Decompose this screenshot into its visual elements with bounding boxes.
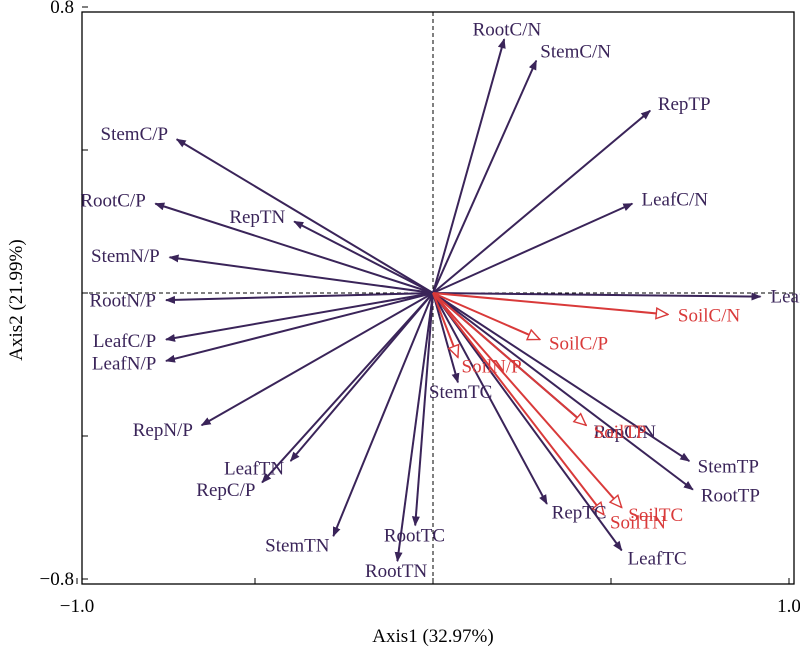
plant-vector-repc-p — [261, 292, 434, 484]
plant-vector-reptp — [432, 109, 651, 294]
plant-vector-leaftc — [432, 292, 623, 552]
plant-label-repc-n: RepC/N — [594, 422, 657, 443]
x-axis-title: Axis1 (32.97%) — [372, 626, 493, 647]
plant-label-stemtp: StemTP — [698, 457, 759, 478]
y-tick-label: 0.8 — [50, 0, 74, 18]
plant-vector-rootc-p — [154, 202, 434, 294]
plant-label-repn-p: RepN/P — [133, 420, 193, 441]
plant-trait-vectors — [154, 38, 762, 563]
plant-label-reptp: RepTP — [658, 94, 711, 115]
soil-vector-soiltn — [432, 292, 604, 515]
plant-label-stemn-p: StemN/P — [91, 246, 160, 267]
soil-vector-soiltc — [432, 292, 622, 508]
plant-vector-roottn — [394, 292, 434, 563]
soil-vector-soilc-n — [432, 292, 668, 314]
plant-vector-leaftn — [289, 292, 434, 462]
plant-vector-rootn-p — [165, 292, 434, 304]
plant-label-stemtc: StemTC — [429, 382, 492, 403]
plant-vector-leafn-p — [165, 292, 434, 363]
plant-vector-stemc-p — [175, 138, 434, 294]
plant-label-leaftp: LeafTP — [771, 287, 800, 308]
x-tick-labels: −1.0 1.0 — [60, 596, 800, 617]
plant-label-rootn-p: RootN/P — [89, 290, 156, 311]
plant-vector-leafc-p — [165, 292, 434, 342]
plant-label-rootc-p: RootC/P — [80, 191, 145, 212]
soil-label-soiltp: SoilTP — [594, 422, 647, 443]
plant-vector-leafc-n — [432, 202, 634, 294]
plot-frame — [81, 11, 795, 585]
soil-label-soiltn: SoilTN — [610, 513, 666, 534]
plant-label-leaftc: LeafTC — [628, 548, 687, 569]
plant-vector-stemc-n — [432, 59, 538, 294]
plant-label-reptn: RepTN — [229, 207, 285, 228]
plant-label-leafc-n: LeafC/N — [641, 190, 708, 211]
plant-label-leafn-p: LeafN/P — [92, 353, 156, 374]
plant-vector-stemn-p — [168, 254, 434, 294]
x-tick-label: −1.0 — [60, 596, 94, 617]
y-tick-label: −0.8 — [40, 569, 74, 590]
plant-vector-reptn — [293, 220, 434, 294]
plant-label-stemc-p: StemC/P — [101, 124, 169, 145]
plant-vector-reptc — [432, 292, 548, 505]
plant-vector-roottp — [432, 292, 694, 491]
soil-label-soilc-p: SoilC/P — [549, 333, 608, 354]
plant-label-roottc: RootTC — [384, 525, 445, 546]
soil-label-soiltc: SoilTC — [628, 505, 683, 526]
soil-label-soiln-p: SoilN/P — [462, 357, 522, 378]
plant-label-leafc-p: LeafC/P — [93, 331, 156, 352]
plant-label-roottn: RootTN — [365, 561, 428, 582]
soil-vector-soilc-p — [432, 292, 540, 341]
soil-vector-soiln-p — [432, 292, 458, 357]
plant-label-stemc-n: StemC/N — [540, 41, 611, 62]
plant-vector-stemtp — [432, 292, 691, 462]
soil-property-vectors — [432, 292, 668, 515]
y-axis-title: Axis2 (21.99%) — [6, 239, 27, 360]
plant-vector-stemtn — [332, 292, 434, 538]
plant-label-reptc: RepTC — [552, 503, 607, 524]
x-tick-label: 1.0 — [777, 596, 800, 617]
plant-vector-roottc — [411, 292, 434, 527]
plant-label-rootc-n: RootC/N — [473, 20, 542, 41]
y-axis-ticks — [82, 6, 88, 580]
plant-vector-stemtc — [432, 292, 460, 384]
y-tick-labels: 0.8 −0.8 — [40, 0, 74, 590]
x-axis-ticks — [76, 578, 790, 584]
plant-vector-leaftp — [432, 292, 762, 301]
plant-label-stemtn: StemTN — [265, 535, 330, 556]
plant-vector-rootc-n — [432, 38, 506, 294]
plant-label-roottp: RootTP — [701, 486, 760, 507]
soil-label-soilc-n: SoilC/N — [678, 305, 741, 326]
plant-vector-repn-p — [200, 292, 434, 427]
plant-label-repc-p: RepC/P — [196, 480, 255, 501]
soil-vector-soiltp — [432, 292, 586, 425]
plant-label-leaftn: LeafTN — [224, 459, 284, 480]
